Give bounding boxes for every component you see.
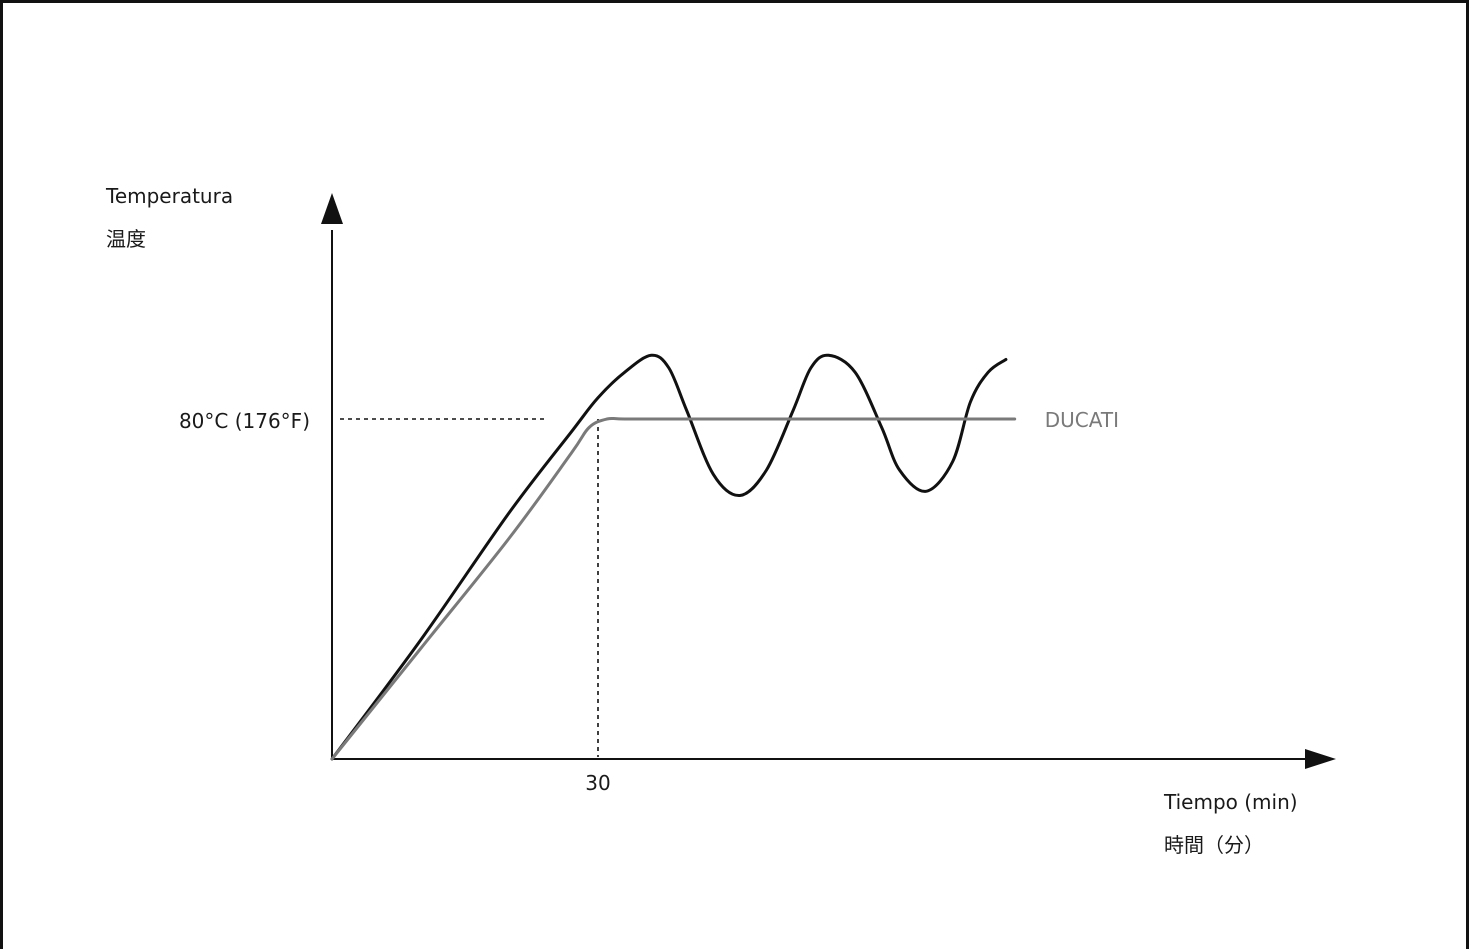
y-axis-label-line-2: 温度 [106,227,146,251]
series-line-unlabeled-1 [330,353,1008,761]
x-axis-label-line-1: Tiempo (min) [1163,790,1298,814]
axes [321,193,1336,769]
series-group: DUCATI [330,353,1119,761]
y-axis-label-line-1: Temperatura [105,184,233,208]
x-axis-label-line-2: 時間（分） [1164,833,1264,857]
series-label-ducati: DUCATI [1045,408,1119,432]
y-axis-arrowhead [321,193,343,224]
reference-x-label: 30 [585,771,610,795]
series-line-ducati [330,416,1017,761]
reference-y-label: 80°C (176°F) [179,409,310,433]
x-axis-arrowhead [1305,749,1336,769]
labels-group: Temperatura 温度 Tiempo (min) 時間（分） 80°C (… [105,184,1298,857]
reference-lines [340,418,599,757]
